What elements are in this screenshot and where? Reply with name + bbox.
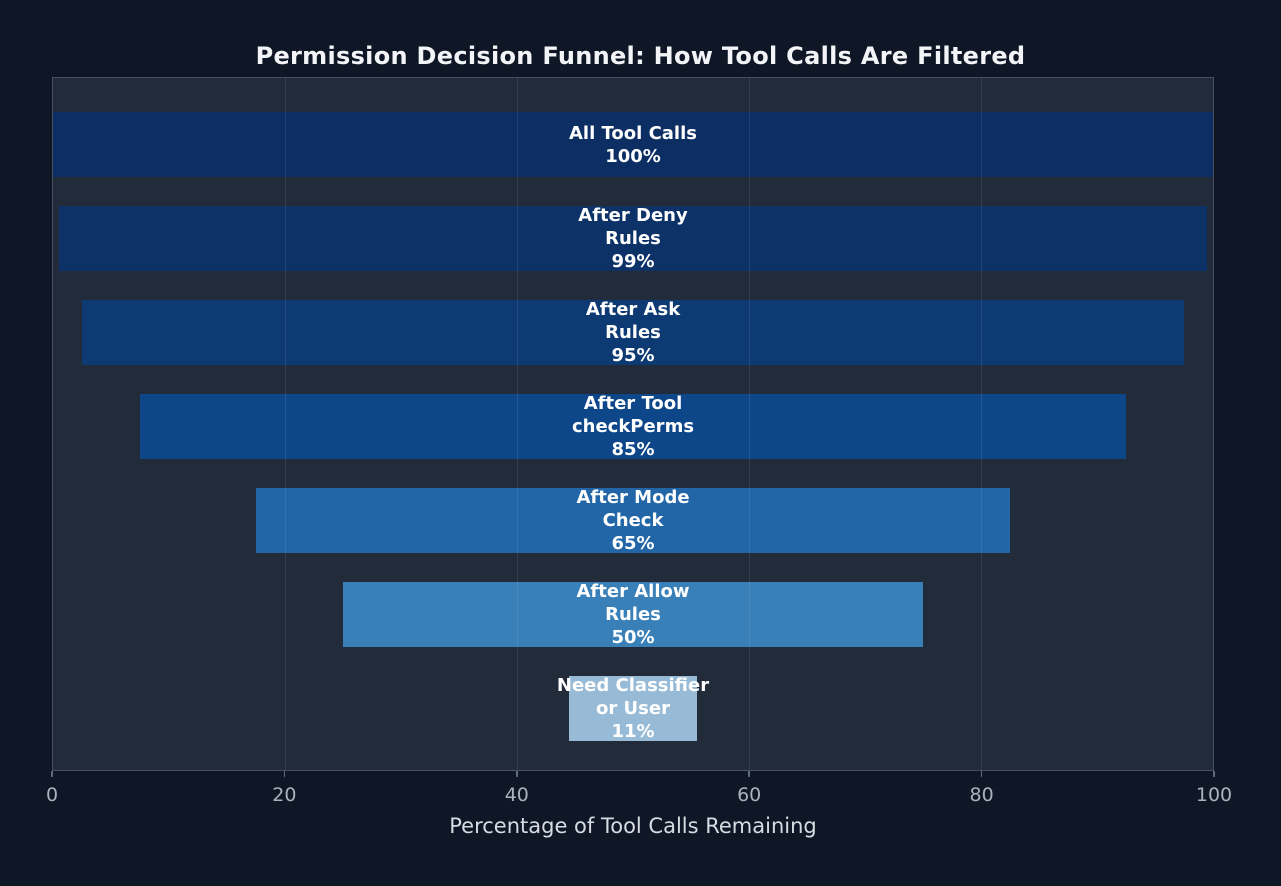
x-tick-label: 80	[969, 784, 994, 806]
x-tick-mark	[980, 771, 983, 777]
funnel-bar	[82, 300, 1184, 365]
x-tick-label: 100	[1195, 784, 1233, 806]
chart-title: Permission Decision Funnel: How Tool Cal…	[255, 42, 1026, 70]
funnel-bar	[569, 676, 697, 741]
gridline-x-80	[981, 78, 982, 770]
x-tick-label: 20	[272, 784, 297, 806]
funnel-bar	[343, 582, 923, 647]
x-tick-label: 60	[737, 784, 762, 806]
gridline-x-40	[517, 78, 518, 770]
gridline-x-60	[749, 78, 750, 770]
x-axis-title: Percentage of Tool Calls Remaining	[449, 814, 817, 838]
plot-area: All Tool Calls 100% After Deny Rules 99% Afte…	[52, 77, 1214, 771]
x-axis: 0 20 40 60 80 100	[46, 771, 1232, 811]
funnel-bar	[58, 206, 1208, 271]
x-tick-label: 0	[45, 784, 59, 806]
gridline-x-20	[285, 78, 286, 770]
x-tick-mark	[51, 771, 53, 777]
x-tick-mark	[283, 771, 286, 777]
funnel-bar	[140, 394, 1126, 459]
x-tick-label: 40	[504, 784, 529, 806]
x-tick-mark	[748, 771, 750, 777]
funnel-bar	[53, 112, 1213, 177]
x-tick-mark	[1213, 771, 1215, 777]
funnel-bar	[256, 488, 1010, 553]
x-tick-mark	[516, 771, 518, 777]
